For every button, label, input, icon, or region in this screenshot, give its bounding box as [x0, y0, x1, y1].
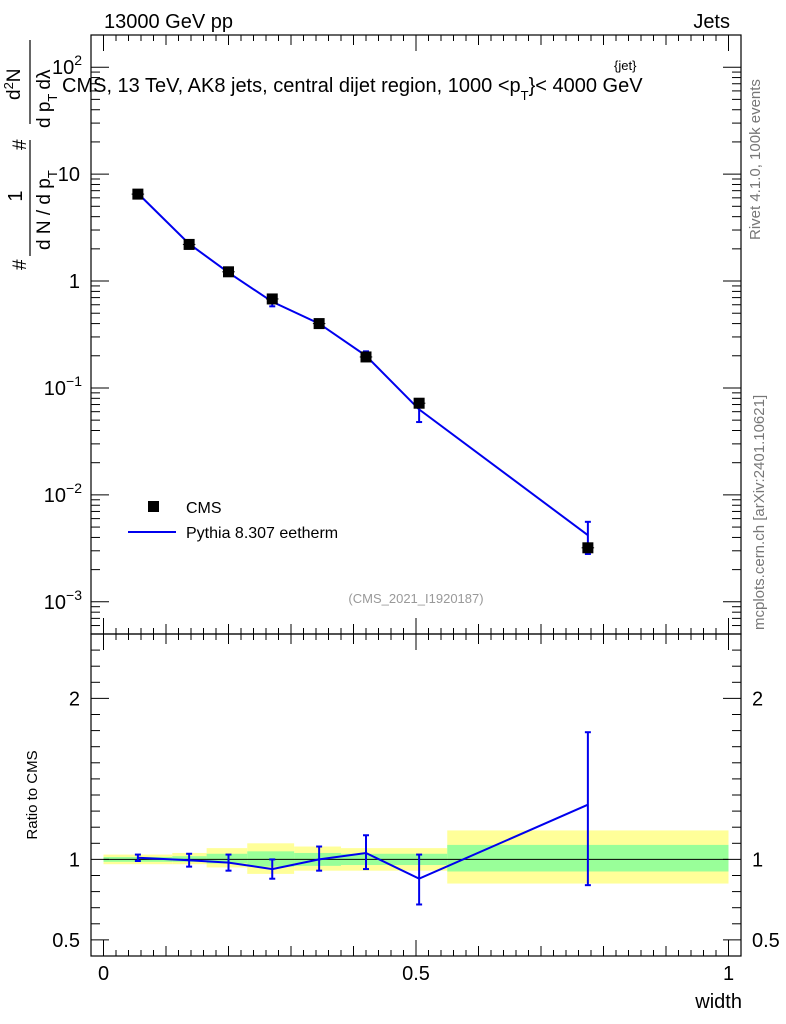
ratio-y-tick-label-right: 1 [752, 849, 763, 871]
cms-data-point [266, 293, 278, 305]
main-y-tick-label: 10−2 [44, 480, 82, 507]
legend-pythia-label: Pythia 8.307 eetherm [186, 525, 338, 542]
main-y-tick-label: 1 [69, 271, 80, 293]
main-plot-panel: 10−3 10−2 10−1 1 10 102 CMS, 13 TeV, AK8 jets… [1, 34, 742, 635]
mcplots-reference-label: mcplots.cern.ch [arXiv:2401.10621] [751, 395, 768, 630]
x-tick-label: 0.5 [402, 963, 430, 985]
rivet-version-label: Rivet 4.1.0, 100k events [747, 79, 764, 240]
ratio-series-line [137, 803, 589, 880]
cms-data-point [413, 397, 425, 409]
ylabel-d2-numerator: d2N [1, 68, 25, 100]
legend: CMS Pythia 8.307 eetherm [128, 500, 338, 542]
header-category-label: Jets [693, 11, 730, 33]
ylabel-d2-denominator: d pTdλ [34, 69, 60, 128]
main-y-tick-label: 102 [52, 52, 82, 79]
ratio-uncertainty-band [206, 853, 248, 864]
main-y-tick-label: 10 [58, 164, 80, 186]
ylabel-hash-2: # [10, 139, 31, 150]
ylabel-hash: # [10, 259, 31, 270]
analysis-id-label: (CMS_2021_I1920187) [348, 591, 483, 606]
x-tick-label: 1 [723, 963, 734, 985]
main-plot-frame [90, 34, 742, 635]
legend-cms-label: CMS [186, 500, 222, 517]
ratio-y-tick-label-right: 0.5 [752, 930, 780, 952]
pythia-series-line [137, 192, 589, 537]
cms-data-point [183, 238, 195, 250]
legend-cms-marker [148, 501, 159, 512]
main-y-axis-label: # 1 d N / d pT # d2N d pTdλ [1, 40, 60, 270]
x-tick-label: 0 [98, 963, 109, 985]
ratio-y-tick-label-right: 2 [752, 688, 763, 710]
main-y-tick-label: 10−3 [44, 587, 82, 614]
ratio-y-tick-label: 0.5 [52, 930, 80, 952]
main-plot-title: CMS, 13 TeV, AK8 jets, central dijet reg… [62, 75, 643, 103]
ratio-y-tick-label: 1 [69, 849, 80, 871]
ratio-plot-frame [90, 633, 742, 957]
cms-data-point [313, 318, 325, 330]
ratio-y-axis-label: Ratio to CMS [24, 750, 41, 839]
ylabel-frac-denominator: d N / d pT [34, 170, 60, 250]
cms-data-point [582, 542, 594, 554]
cms-data-point [223, 266, 234, 278]
cms-data-point [360, 351, 372, 363]
main-plot-title-superscript: {jet} [614, 58, 637, 73]
main-y-tick-label: 10−1 [44, 373, 82, 400]
ratio-plot-panel: 0 0.5 1 0.5 0.5 1 1 2 2 Ratio to CMS width [24, 633, 780, 1013]
header-energy-label: 13000 GeV pp [104, 11, 233, 33]
ylabel-frac-numerator: 1 [5, 190, 27, 201]
ratio-y-tick-label: 2 [69, 688, 80, 710]
x-axis-label: width [694, 991, 742, 1013]
cms-data-point [132, 188, 144, 200]
